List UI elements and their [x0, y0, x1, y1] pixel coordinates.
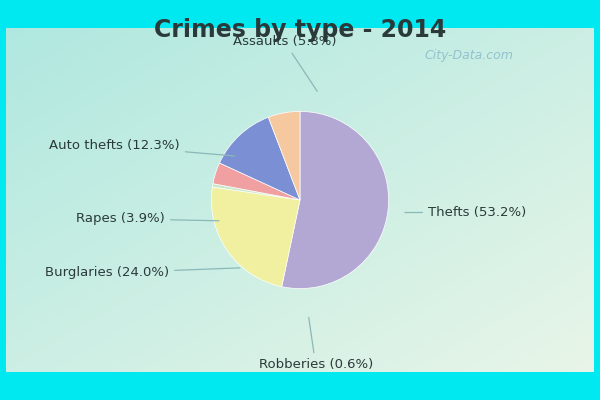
Wedge shape	[213, 163, 300, 200]
Text: Burglaries (24.0%): Burglaries (24.0%)	[45, 266, 240, 280]
Text: Auto thefts (12.3%): Auto thefts (12.3%)	[49, 139, 235, 156]
Wedge shape	[211, 187, 300, 287]
Text: Assaults (5.8%): Assaults (5.8%)	[233, 35, 336, 91]
Wedge shape	[268, 111, 300, 200]
Wedge shape	[282, 111, 389, 289]
Text: Crimes by type - 2014: Crimes by type - 2014	[154, 18, 446, 42]
Text: Rapes (3.9%): Rapes (3.9%)	[76, 212, 219, 225]
Text: Thefts (53.2%): Thefts (53.2%)	[405, 206, 526, 219]
Text: Robberies (0.6%): Robberies (0.6%)	[259, 318, 373, 371]
Text: City-Data.com: City-Data.com	[425, 49, 514, 62]
Wedge shape	[212, 184, 300, 200]
Wedge shape	[220, 117, 300, 200]
